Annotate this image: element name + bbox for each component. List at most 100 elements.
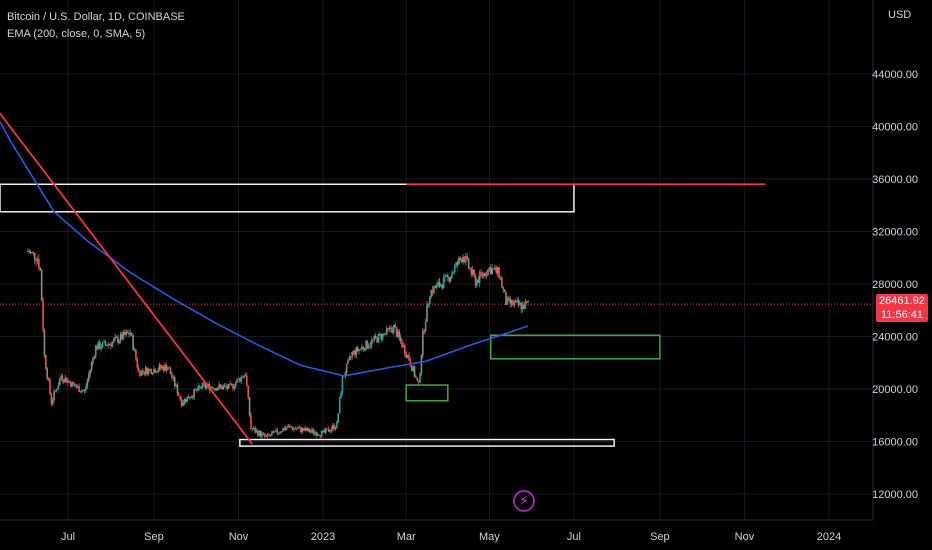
candle-body [82, 390, 85, 392]
candle-body [373, 335, 376, 340]
candle-body [465, 256, 467, 263]
demand-zone-box[interactable] [490, 334, 661, 360]
candle-body [31, 251, 33, 253]
candle-body [169, 368, 172, 375]
price-tick-label: 36000.00 [872, 174, 918, 186]
candle-body [377, 334, 380, 343]
candle-body [507, 297, 510, 299]
candle-body [447, 274, 449, 278]
resistance-zone-box[interactable] [0, 183, 575, 213]
candle-body [381, 333, 384, 340]
lightning-bolt-icon[interactable]: ⚡ [513, 490, 535, 512]
chart-lines[interactable] [0, 94, 873, 445]
candle-body [517, 300, 520, 305]
candle-body [320, 430, 323, 437]
candle-body [386, 328, 388, 334]
candle-body [370, 339, 373, 346]
candle-body [496, 267, 499, 273]
candle-body [372, 339, 374, 341]
candle-body [225, 385, 227, 387]
candle-body [175, 385, 177, 386]
candle-body [451, 273, 453, 278]
symbol-title[interactable]: Bitcoin / U.S. Dollar, 1D, COINBASE [7, 11, 185, 23]
candle-body [126, 331, 129, 334]
candle-body [236, 379, 238, 383]
candle-body [469, 267, 471, 269]
candle-body [40, 270, 43, 301]
candle-body [75, 386, 78, 388]
candle-body [203, 382, 205, 384]
candle-body [459, 257, 462, 260]
candle-body [139, 371, 141, 376]
candle-body [471, 269, 474, 275]
candle-body [197, 385, 200, 391]
candle-body [415, 376, 417, 378]
candle-body [94, 345, 97, 357]
candle-body [527, 301, 530, 303]
candle-body [384, 333, 387, 335]
candle-body [521, 304, 524, 310]
candle-body [186, 396, 189, 402]
candle-body [32, 252, 35, 253]
candle-body [254, 428, 256, 433]
candle-body [215, 388, 218, 391]
ema-200-line[interactable] [0, 94, 529, 377]
candle-body [477, 279, 480, 283]
candle-body [99, 342, 101, 349]
currency-label[interactable]: USD [888, 9, 912, 21]
candle-body [124, 331, 126, 336]
candle-body [114, 337, 116, 340]
candle-body [440, 284, 442, 287]
candle-body [351, 352, 353, 358]
candle-body [265, 436, 268, 438]
time-tick-label: Nov [735, 531, 755, 543]
candle-body [129, 333, 132, 335]
candle-body [430, 289, 432, 297]
candle-body [241, 376, 244, 378]
candle-body [308, 428, 310, 433]
candle-body [219, 384, 222, 387]
price-axis[interactable]: 12000.00 16000.00 20000.00 24000.00 28000.00… [872, 69, 918, 501]
candle-body [390, 327, 392, 330]
candle-body [68, 380, 71, 383]
candle-body [428, 296, 431, 304]
candle-body [158, 364, 161, 371]
trendline[interactable] [0, 94, 254, 445]
candle-body [316, 434, 319, 436]
price-tick-label: 20000.00 [872, 384, 918, 396]
drawing-zones[interactable] [0, 183, 661, 447]
candle-body [233, 386, 236, 389]
candle-body [50, 393, 53, 404]
candle-body [65, 377, 68, 383]
candle-body [178, 394, 180, 397]
candle-body [313, 432, 316, 434]
support-zone-box[interactable] [239, 438, 615, 447]
candle-body [247, 385, 250, 398]
candle-body [83, 390, 86, 392]
candle-body [259, 431, 262, 437]
candle-body [173, 377, 176, 386]
candle-body [348, 357, 351, 361]
candle-body [456, 262, 459, 265]
candle-body [501, 277, 503, 288]
candle-body [218, 384, 220, 389]
candle-body [437, 282, 439, 285]
candle-body [240, 376, 243, 382]
demand-zone-box[interactable] [405, 384, 449, 402]
time-tick-label: Sep [650, 531, 670, 543]
candle-body [404, 345, 406, 355]
candle-body [509, 298, 511, 304]
candle-body [291, 427, 294, 430]
candle-body [43, 330, 46, 356]
time-axis[interactable]: Jul Sep Nov 2023 Mar May Jul Sep Nov 2024 [61, 531, 841, 543]
candle-body [227, 383, 230, 389]
candle-body [180, 399, 183, 406]
candle-body [182, 403, 184, 406]
indicator-title[interactable]: EMA (200, close, 0, SMA, 5) [7, 28, 146, 40]
candle-body [516, 300, 518, 302]
candle-body [315, 432, 317, 436]
candle-body [146, 367, 148, 375]
candle-body [251, 428, 254, 430]
candle-body [46, 368, 49, 379]
